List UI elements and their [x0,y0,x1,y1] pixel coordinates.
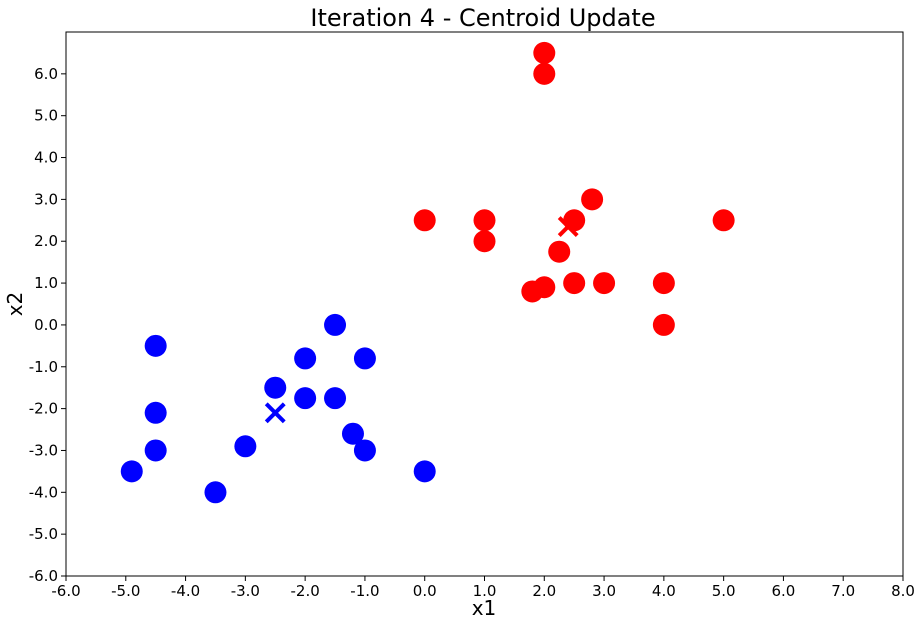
chart-title: Iteration 4 - Centroid Update [310,4,655,32]
x-tick-label: 0.0 [413,582,437,600]
y-tick-label: 4.0 [34,149,58,167]
x-tick-label: -2.0 [291,582,320,600]
x-tick-label: -6.0 [51,582,80,600]
data-point [264,376,287,399]
x-axis: -6.0 -5.0 -4.0 -3.0 -2.0 -1.0 0.0 1.0 2.0 3.0 4.0 5… [51,576,915,600]
data-point [533,41,556,64]
x-tick-label: 2.0 [532,582,556,600]
x-tick-label: 7.0 [831,582,855,600]
y-tick-label: 0.0 [34,316,58,334]
y-tick-label: 2.0 [34,232,58,250]
x-tick-label: 6.0 [771,582,795,600]
data-point [341,422,364,445]
centroid-marker [557,216,579,237]
data-point [593,272,616,295]
data-point [712,209,735,232]
data-point [563,272,586,295]
data-point [652,313,675,336]
x-tick-label: 5.0 [712,582,736,600]
data-point [413,460,436,483]
y-axis-label: x2 [3,292,27,317]
x-axis-label: x1 [472,596,497,620]
centroid-marker [264,402,286,424]
data-point [324,313,347,336]
data-point [652,272,675,295]
x-tick-label: 4.0 [652,582,676,600]
plot-frame [65,31,904,577]
x-tick-label: 3.0 [592,582,616,600]
data-point [533,62,556,85]
y-tick-label: 1.0 [34,274,58,292]
data-point [144,401,167,424]
data-point [413,209,436,232]
x-tick-label: -3.0 [231,582,260,600]
x-tick-label: -5.0 [111,582,140,600]
data-point [353,347,376,370]
data-point [353,439,376,462]
data-point [473,230,496,253]
data-point [324,387,347,410]
x-tick-label: -4.0 [171,582,200,600]
data-point [204,481,227,504]
x-tick-label: 1.0 [473,582,497,600]
data-point [473,209,496,232]
y-tick-label: -1.0 [29,358,58,376]
y-tick-label: 6.0 [34,65,58,83]
data-point [144,439,167,462]
data-point [294,347,317,370]
y-tick-label: -6.0 [29,567,58,585]
data-point [548,240,571,263]
data-points [120,41,735,504]
data-point [533,276,556,299]
y-tick-label: -2.0 [29,400,58,418]
data-point [144,334,167,357]
y-tick-label: 5.0 [34,107,58,125]
y-tick-label: -4.0 [29,483,58,501]
data-point [294,387,317,410]
data-point [581,188,604,211]
y-tick-label: -5.0 [29,525,58,543]
y-axis: -6.0 -5.0 -4.0 -3.0 -2.0 -1.0 0.0 1.0 2.0 3.0 4.0 5… [29,65,66,585]
y-tick-label: 3.0 [34,190,58,208]
x-tick-label: -1.0 [350,582,379,600]
data-point [234,435,257,458]
centroids [264,216,579,424]
data-point [120,460,143,483]
y-tick-label: -3.0 [29,441,58,459]
x-tick-label: 8.0 [891,582,915,600]
